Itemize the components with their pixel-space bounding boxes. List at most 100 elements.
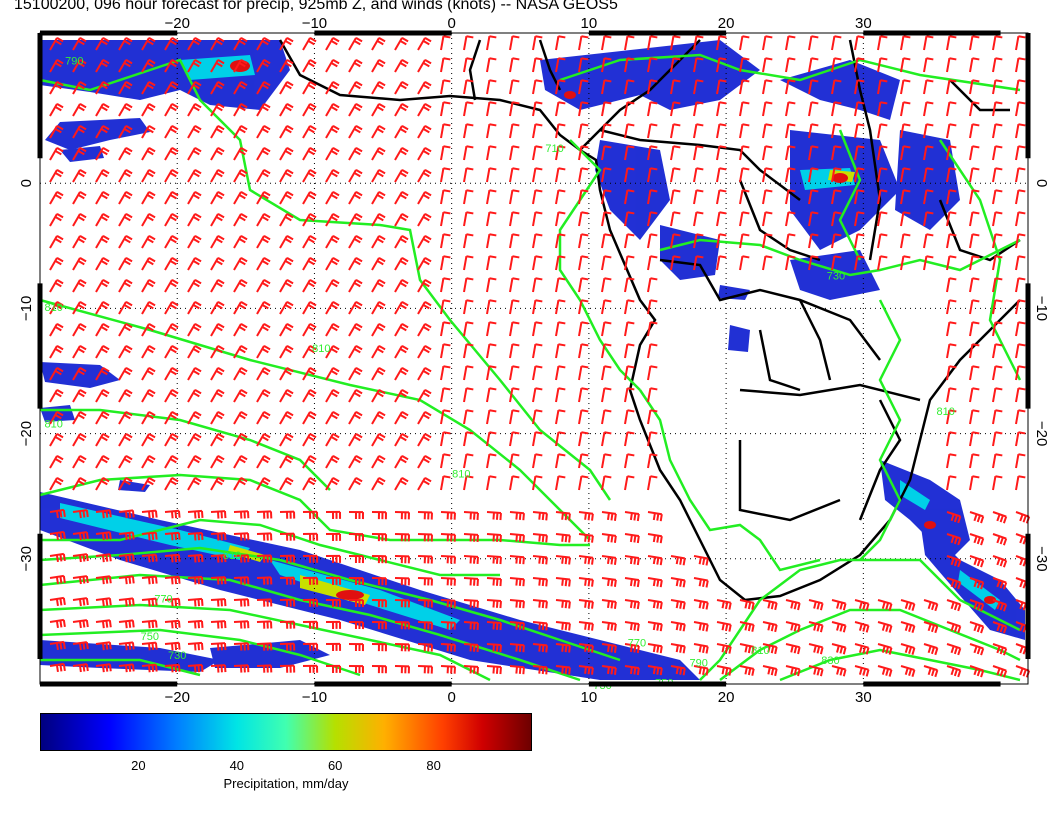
wind-barb	[187, 663, 204, 673]
wind-barb	[463, 343, 474, 359]
wind-barb	[187, 531, 204, 541]
wind-barb	[601, 255, 612, 271]
wind-barb	[348, 103, 363, 117]
wind-barb	[601, 35, 612, 51]
wind-barb	[1015, 35, 1026, 51]
wind-barb	[348, 599, 364, 608]
wind-barb	[256, 642, 273, 651]
wind-barb	[371, 455, 386, 469]
wind-barb	[187, 59, 202, 73]
wind-barb	[647, 299, 658, 315]
wind-barb	[923, 643, 939, 656]
wind-barb	[141, 509, 158, 519]
wind-barb	[325, 554, 342, 563]
wind-barb	[463, 409, 474, 425]
wind-barb	[187, 279, 202, 293]
wind-barb	[532, 123, 543, 139]
contour-label: 810	[223, 550, 241, 562]
wind-barb	[463, 79, 474, 95]
wind-barb	[371, 323, 386, 337]
wind-barb	[647, 387, 658, 403]
wind-barb	[256, 510, 273, 519]
wind-barb	[486, 189, 497, 205]
wind-barb	[49, 81, 64, 95]
wind-barb	[371, 191, 386, 205]
wind-barb	[187, 367, 202, 381]
wind-barb	[923, 79, 934, 95]
wind-barb	[578, 431, 589, 447]
wind-barb	[49, 59, 64, 73]
wind-barb	[992, 621, 1008, 634]
wind-barb	[463, 233, 474, 249]
wind-barb	[187, 553, 204, 563]
wind-barb	[486, 665, 502, 675]
wind-barb	[394, 323, 409, 337]
wind-barb	[95, 597, 112, 607]
wind-barb	[463, 665, 479, 674]
wind-barb	[325, 279, 340, 293]
wind-barb	[647, 431, 658, 447]
wind-barb	[417, 411, 432, 425]
wind-barb	[95, 147, 110, 161]
wind-barb	[348, 455, 363, 469]
wind-barb	[555, 123, 566, 139]
wind-barb	[923, 255, 934, 271]
wind-barb	[440, 211, 451, 227]
wind-barb	[555, 79, 566, 95]
wind-barb	[693, 665, 709, 676]
wind-barb	[486, 211, 497, 227]
wind-barb	[164, 597, 181, 607]
contour-label: 730	[827, 271, 845, 283]
wind-barb	[1015, 665, 1031, 678]
wind-barb	[371, 411, 386, 425]
wind-barb	[1015, 57, 1026, 73]
wind-barb	[486, 387, 497, 403]
lon-tick-label-bottom: 30	[855, 689, 872, 706]
wind-barb	[785, 145, 796, 161]
wind-barb	[509, 577, 525, 587]
wind-barb	[371, 103, 386, 117]
wind-barb	[555, 621, 571, 631]
wind-barb	[624, 475, 635, 491]
wind-barb	[394, 577, 410, 586]
wind-barb	[1015, 79, 1026, 95]
lat-tick-label-left: −30	[18, 546, 35, 571]
wind-barb	[325, 598, 342, 607]
wind-barb	[647, 233, 658, 249]
wind-barb	[486, 167, 497, 183]
lat-tick-label-right: −10	[1033, 296, 1050, 321]
wind-barb	[325, 213, 340, 227]
wind-barb	[762, 665, 778, 677]
wind-barb	[371, 213, 386, 227]
wind-barb	[693, 255, 704, 271]
wind-barb	[371, 345, 386, 359]
wind-barb	[946, 365, 957, 381]
wind-barb	[509, 277, 520, 293]
wind-barb	[417, 125, 432, 139]
wind-barb	[118, 257, 133, 271]
wind-barb	[371, 301, 386, 315]
wind-barb	[946, 431, 957, 447]
wind-barb	[992, 599, 1008, 612]
wind-barb	[785, 79, 796, 95]
wind-barb	[72, 279, 87, 293]
wind-barb	[854, 621, 870, 633]
wind-barb	[601, 599, 617, 609]
wind-barb	[532, 665, 548, 675]
wind-barb	[992, 555, 1008, 568]
wind-barb	[808, 255, 819, 271]
wind-barb	[578, 643, 594, 653]
wind-barb	[279, 598, 296, 607]
wind-barb	[647, 35, 658, 51]
wind-barb	[164, 213, 179, 227]
wind-barb	[601, 79, 612, 95]
wind-barb	[440, 343, 451, 359]
wind-barb	[256, 169, 271, 183]
wind-barb	[463, 475, 474, 491]
wind-barb	[532, 555, 548, 565]
wind-barb	[900, 621, 916, 633]
wind-barb	[348, 147, 363, 161]
wind-barb	[210, 59, 225, 73]
wind-barb	[624, 189, 635, 205]
wind-barb	[72, 531, 89, 541]
